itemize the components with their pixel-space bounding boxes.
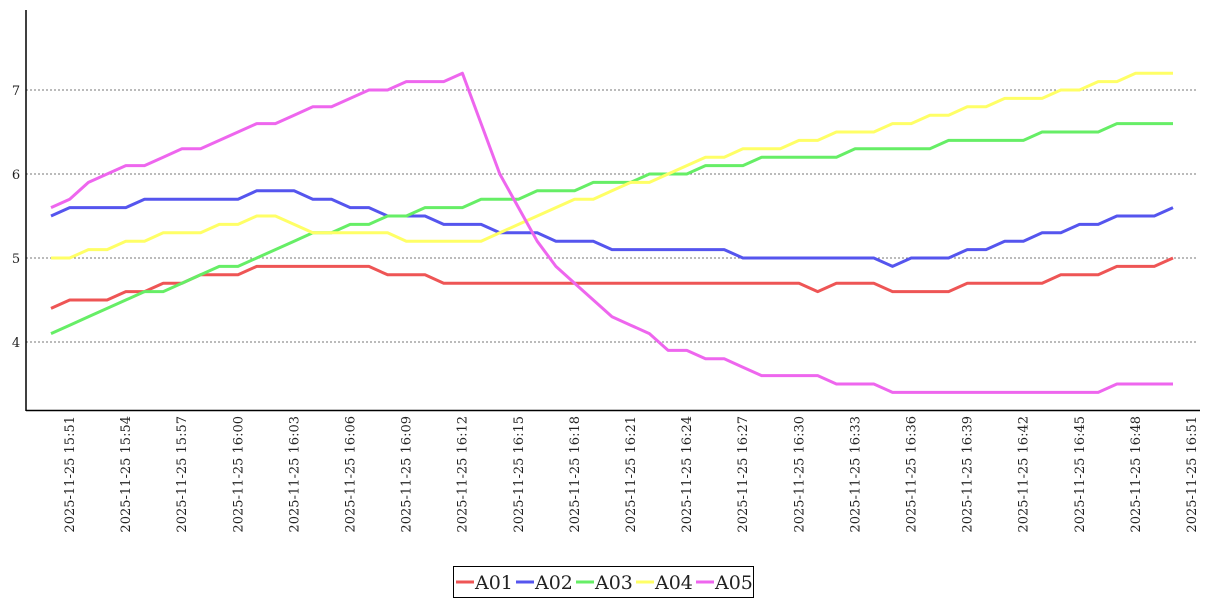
x-tick-label: 2025-11-25 16:15	[512, 416, 527, 533]
series-line-a04	[51, 71, 1173, 260]
x-tick-label: 2025-11-25 16:00	[231, 416, 246, 533]
x-tick-label: 2025-11-25 16:45	[1073, 416, 1088, 533]
series-line-a03	[50, 122, 1173, 335]
series-line-a02	[50, 189, 1174, 268]
gridlines	[26, 89, 1197, 343]
y-tick-label: 5	[12, 252, 20, 267]
x-tick-label: 2025-11-25 16:24	[680, 416, 695, 533]
x-tick-label: 2025-11-25 16:12	[456, 416, 471, 533]
x-tick-label: 2025-11-25 16:18	[568, 416, 583, 533]
x-tick-label: 2025-11-25 15:54	[119, 416, 134, 533]
series-line-a01	[50, 256, 1174, 310]
y-tick-label: 7	[12, 84, 20, 99]
x-tick-label: 2025-11-25 16:36	[905, 416, 920, 533]
x-tick-label: 2025-11-25 15:51	[63, 416, 78, 533]
x-tick-label: 2025-11-25 16:51	[1185, 416, 1200, 533]
x-tick-label: 2025-11-25 16:03	[287, 416, 302, 533]
x-tick-label: 2025-11-25 16:27	[736, 416, 751, 533]
x-tick-label: 2025-11-25 16:39	[961, 416, 976, 533]
series-lines	[50, 71, 1174, 394]
x-axis-ticks: 2025-11-25 15:51 2025-11-25 15:54 2025-11-…	[63, 416, 1200, 533]
legend-label-a04: A04	[654, 572, 693, 594]
y-axis-ticks: 4 5 6 7	[12, 84, 20, 351]
legend-label-a05: A05	[714, 572, 753, 594]
legend-label-a03: A03	[594, 572, 633, 594]
x-tick-label: 2025-11-25 16:48	[1129, 416, 1144, 533]
x-tick-label: 2025-11-25 16:33	[848, 416, 863, 533]
x-tick-label: 2025-11-25 15:57	[175, 416, 190, 533]
y-tick-label: 6	[12, 168, 20, 183]
legend-label-a01: A01	[474, 572, 513, 594]
x-tick-label: 2025-11-25 16:21	[624, 416, 639, 533]
x-tick-label: 2025-11-25 16:42	[1017, 416, 1032, 533]
legend-label-a02: A02	[534, 572, 573, 594]
x-tick-label: 2025-11-25 16:30	[792, 416, 807, 533]
x-tick-label: 2025-11-25 16:09	[400, 416, 415, 533]
series-line-a05	[50, 71, 1173, 394]
x-tick-label: 2025-11-25 16:06	[344, 416, 359, 533]
legend: A01 A02 A03 A04 A05	[453, 566, 754, 598]
y-tick-label: 4	[12, 336, 20, 351]
